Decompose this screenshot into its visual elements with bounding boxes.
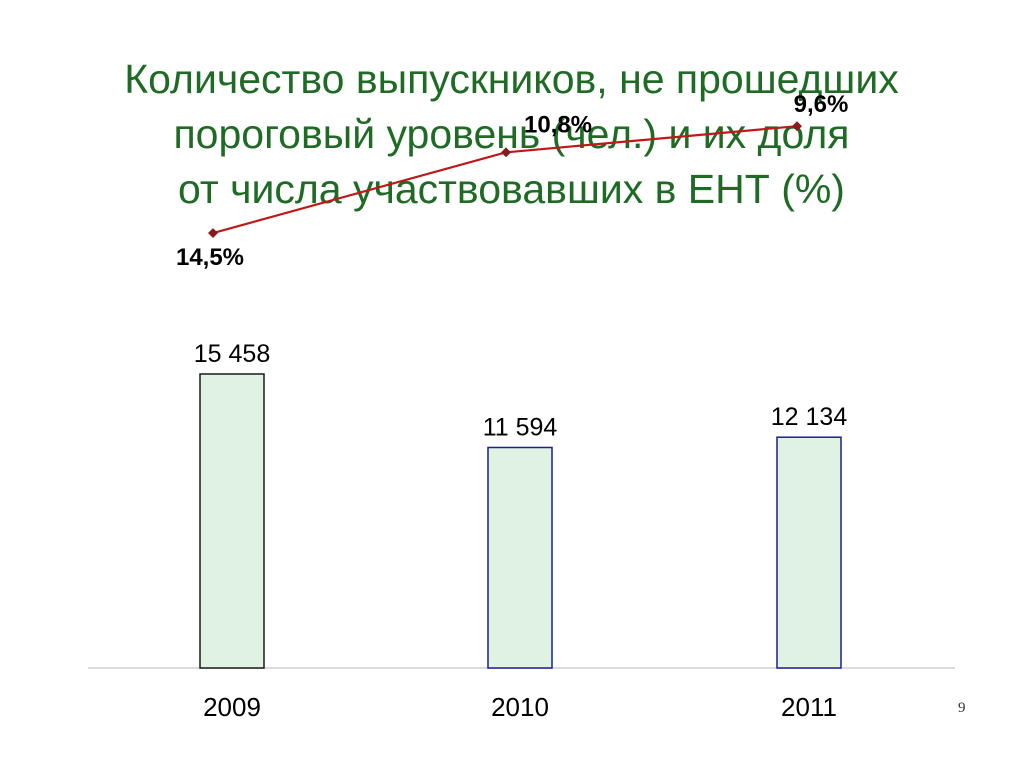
title-line-3: от числа участвовавших в ЕНТ (%): [178, 166, 845, 212]
bar-series: [199, 373, 842, 669]
bar-value-label-2010: 11 594: [483, 413, 558, 441]
percent-line-series: [208, 121, 802, 238]
percent-label-2010: 10,8%: [524, 111, 592, 138]
line-marker-2010: [501, 147, 511, 158]
percent-label-2011: 9,6%: [794, 91, 849, 118]
chart-labels: 15 458 2009 11 594 2010 12 134 2011 14,5% 10,8%…: [176, 91, 848, 722]
bar-value-label-2011: 12 134: [771, 403, 848, 431]
category-label-2009: 2009: [203, 692, 261, 722]
percent-line: [212, 125, 798, 235]
line-marker-2009: [208, 228, 218, 238]
page-number: 9: [958, 700, 966, 716]
bar-2009: [199, 373, 265, 669]
bar-2011: [776, 436, 842, 669]
category-label-2010: 2010: [491, 692, 549, 722]
slide-title: Количество выпускников, не прошедших пор…: [0, 52, 1023, 217]
bar-2010: [487, 446, 553, 669]
title-line-2: пороговый уровень (чел.) и их доля: [173, 111, 850, 157]
title-line-1: Количество выпускников, не прошедших: [124, 56, 899, 102]
bar-value-label-2009: 15 458: [194, 340, 270, 368]
category-label-2011: 2011: [781, 692, 837, 722]
line-marker-2011: [792, 121, 802, 132]
percent-label-2009: 14,5%: [176, 244, 244, 271]
